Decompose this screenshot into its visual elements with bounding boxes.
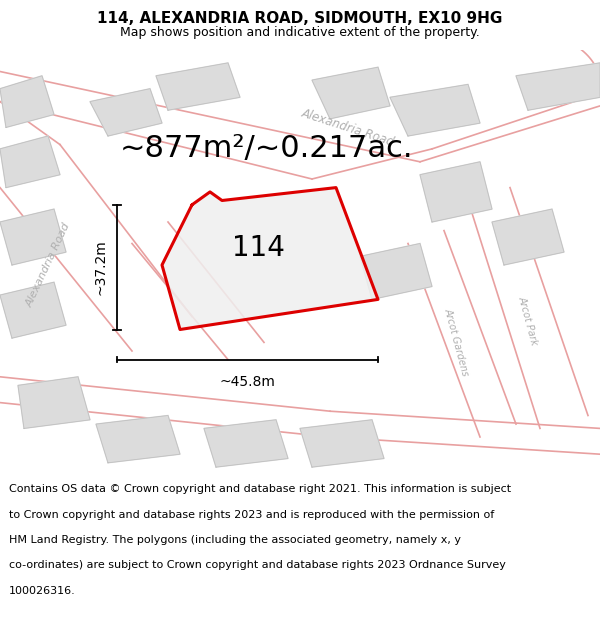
Text: co-ordinates) are subject to Crown copyright and database rights 2023 Ordnance S: co-ordinates) are subject to Crown copyr… — [9, 561, 506, 571]
Polygon shape — [492, 209, 564, 265]
Text: ~877m²/~0.217ac.: ~877m²/~0.217ac. — [120, 134, 413, 163]
Polygon shape — [312, 68, 390, 119]
Polygon shape — [420, 162, 492, 222]
Polygon shape — [162, 188, 378, 329]
Text: Alexandria Road: Alexandria Road — [24, 221, 72, 309]
Text: HM Land Registry. The polygons (including the associated geometry, namely x, y: HM Land Registry. The polygons (includin… — [9, 535, 461, 545]
Polygon shape — [360, 244, 432, 299]
Text: to Crown copyright and database rights 2023 and is reproduced with the permissio: to Crown copyright and database rights 2… — [9, 510, 494, 520]
Text: 100026316.: 100026316. — [9, 586, 76, 596]
Text: Alexandria Road: Alexandria Road — [300, 106, 396, 149]
Polygon shape — [90, 89, 162, 136]
Text: Contains OS data © Crown copyright and database right 2021. This information is : Contains OS data © Crown copyright and d… — [9, 484, 511, 494]
Polygon shape — [204, 420, 288, 467]
Text: Arcot Park: Arcot Park — [517, 295, 539, 347]
Polygon shape — [390, 84, 480, 136]
Polygon shape — [300, 420, 384, 467]
Text: 114: 114 — [232, 234, 284, 262]
Text: ~37.2m: ~37.2m — [94, 239, 108, 295]
Polygon shape — [96, 416, 180, 462]
Text: ~45.8m: ~45.8m — [220, 374, 275, 389]
Polygon shape — [18, 377, 90, 428]
Text: 114, ALEXANDRIA ROAD, SIDMOUTH, EX10 9HG: 114, ALEXANDRIA ROAD, SIDMOUTH, EX10 9HG — [97, 11, 503, 26]
Polygon shape — [156, 63, 240, 110]
Polygon shape — [0, 136, 60, 188]
Polygon shape — [0, 282, 66, 338]
Text: Arcot Gardens: Arcot Gardens — [442, 308, 470, 378]
Polygon shape — [0, 76, 54, 128]
Text: Map shows position and indicative extent of the property.: Map shows position and indicative extent… — [120, 26, 480, 39]
Polygon shape — [0, 209, 66, 265]
Polygon shape — [516, 63, 600, 110]
